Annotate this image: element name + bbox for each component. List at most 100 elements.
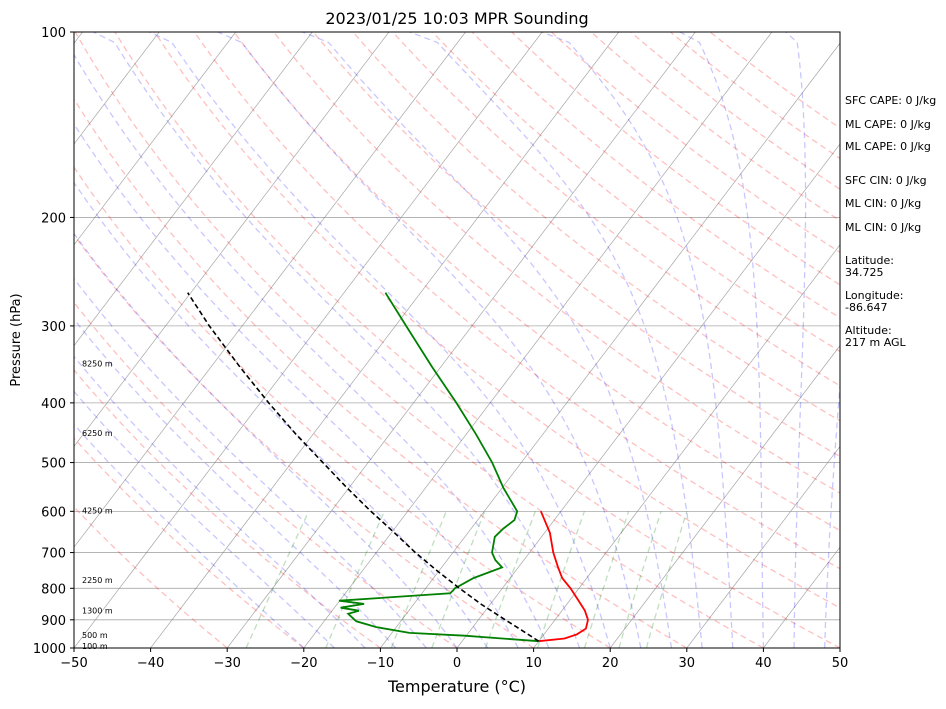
isotherm-line	[456, 143, 840, 648]
y-tick-label: 900	[41, 614, 66, 629]
moist-adiabat-line	[785, 32, 807, 648]
y-axis-ticks: 100 200 300 400 500 600 700 800 900 1000	[33, 26, 74, 657]
dry-adiabat-line	[74, 97, 688, 648]
moist-adiabat-line	[149, 32, 611, 648]
y-tick-label: 500	[41, 457, 66, 472]
x-axis-title: Temperature (°C)	[387, 677, 526, 696]
sfc-cape-label: SFC CAPE: 0 J/kg	[845, 94, 936, 107]
ml-cape-label: ML CAPE: 0 J/kg	[845, 118, 931, 131]
dry-adiabat-line	[74, 301, 458, 648]
y-tick-label: 700	[41, 547, 66, 562]
mixing-ratio-line	[325, 511, 385, 648]
side-info-panel: SFC CAPE: 0 J/kg ML CAPE: 0 J/kg ML CAPE…	[845, 94, 936, 349]
dry-adiabat-line	[114, 32, 840, 648]
dry-adiabat-line	[154, 32, 840, 609]
moist-adiabat-lines	[74, 32, 840, 648]
sfc-cin-label: SFC CIN: 0 J/kg	[845, 174, 927, 187]
dry-adiabat-line	[273, 32, 840, 494]
plot-area	[74, 32, 840, 648]
height-label: 6250 m	[82, 429, 113, 438]
x-tick-label: −50	[60, 656, 87, 671]
x-tick-label: 30	[679, 656, 696, 671]
dry-adiabat-line	[431, 32, 840, 353]
isotherm-line	[380, 42, 840, 648]
dry-adiabat-line	[630, 32, 840, 191]
y-tick-label: 100	[41, 26, 66, 41]
x-tick-label: 10	[525, 656, 542, 671]
moist-adiabat-line	[679, 32, 765, 648]
moist-adiabat-line	[409, 32, 703, 648]
y-tick-label: 1000	[33, 642, 66, 657]
latitude-value: 34.725	[845, 266, 884, 279]
isotherm-line	[74, 32, 466, 548]
mixing-ratio-line	[484, 511, 537, 648]
dry-adiabat-line	[74, 437, 305, 648]
dry-adiabat-line	[193, 32, 840, 570]
moist-adiabat-line	[74, 122, 519, 648]
altitude-value: 217 m AGL	[845, 336, 907, 349]
isotherm-line	[686, 445, 840, 648]
moist-adiabat-line	[541, 32, 734, 648]
dry-adiabat-line	[233, 32, 840, 532]
isotherm-line	[150, 32, 620, 648]
isotherm-line	[74, 32, 237, 246]
y-tick-label: 400	[41, 397, 66, 412]
ml-cin-label: ML CIN: 0 J/kg	[845, 197, 921, 210]
x-axis-ticks: −50 −40 −30 −20 −10 0 10 20 30 40 50	[60, 648, 848, 671]
x-tick-label: 50	[832, 656, 849, 671]
height-label: 2250 m	[82, 576, 113, 585]
dry-adiabat-line	[74, 233, 534, 648]
isotherm-line	[226, 32, 696, 648]
y-tick-label: 800	[41, 582, 66, 597]
height-label: 500 m	[82, 631, 108, 640]
x-tick-label: 0	[453, 656, 461, 671]
mixing-ratio-line	[245, 511, 310, 648]
moist-adiabat-line	[74, 232, 458, 648]
moist-adiabat-line	[74, 318, 397, 648]
dry-adiabat-line	[74, 166, 611, 648]
moist-adiabat-line	[74, 423, 305, 648]
x-tick-label: 40	[755, 656, 772, 671]
moist-adiabat-line	[824, 378, 840, 648]
moist-adiabat-line	[74, 181, 489, 648]
mixing-ratio-line	[536, 511, 586, 648]
height-label: 4250 m	[82, 506, 113, 515]
height-label: 8250 m	[82, 359, 113, 368]
height-labels: 100 m 500 m 1300 m 2250 m 4250 m 6250 m 8250 m	[82, 359, 113, 651]
x-tick-label: −40	[137, 656, 164, 671]
mixing-ratio-lines	[245, 511, 688, 648]
latitude-label: Latitude:	[845, 254, 894, 267]
dry-adiabat-lines	[74, 32, 840, 648]
isotherm-lines	[74, 32, 840, 648]
mixing-ratio-line	[390, 511, 447, 648]
dry-adiabat-line	[352, 32, 840, 422]
mixing-ratio-line	[618, 511, 662, 648]
mixing-ratio-line	[431, 511, 486, 648]
isotherm-line	[74, 32, 160, 145]
dewpoint-line	[338, 292, 539, 643]
x-tick-label: −10	[367, 656, 394, 671]
y-tick-label: 200	[41, 211, 66, 226]
height-label: 1300 m	[82, 607, 113, 616]
moist-adiabat-line	[93, 32, 581, 648]
altitude-label: Altitude:	[845, 324, 892, 337]
moist-adiabat-line	[74, 53, 550, 648]
parcel-line	[187, 292, 540, 642]
isotherm-line	[533, 244, 840, 648]
height-label: 100 m	[82, 642, 108, 651]
dry-adiabat-line	[74, 506, 228, 648]
y-tick-label: 300	[41, 320, 66, 335]
y-axis-title: Pressure (hPa)	[9, 293, 24, 386]
mixing-ratio-line	[645, 511, 688, 648]
longitude-label: Longitude:	[845, 289, 903, 302]
dry-adiabat-line	[471, 32, 840, 319]
dry-adiabat-line	[392, 32, 840, 387]
ml-cape-label-2: ML CAPE: 0 J/kg	[845, 140, 931, 153]
y-tick-label: 600	[41, 505, 66, 520]
moist-adiabat-line	[302, 32, 673, 648]
isotherm-line	[303, 32, 773, 648]
longitude-value: -86.647	[845, 301, 887, 314]
